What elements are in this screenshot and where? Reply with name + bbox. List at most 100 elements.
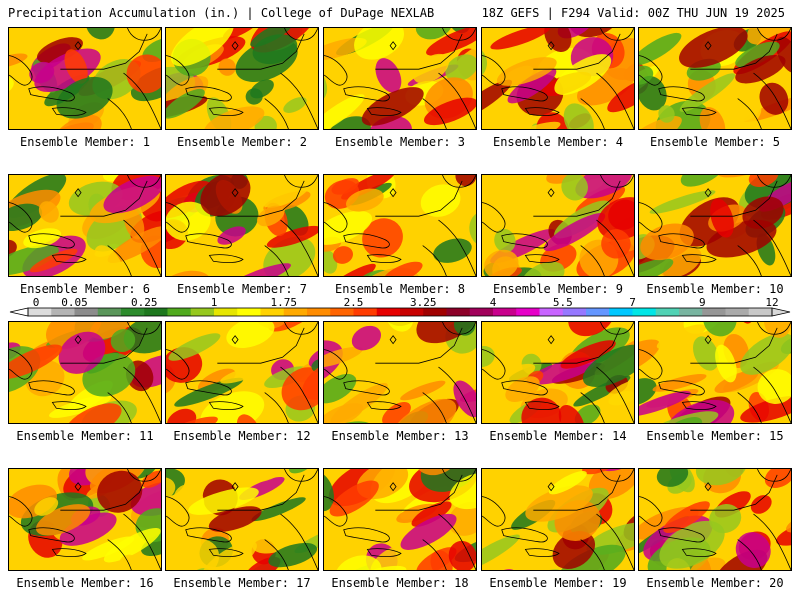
colorbar-bin (28, 308, 52, 316)
colorbar-tick-label: 1 (211, 296, 218, 309)
colorbar-bin (237, 308, 261, 316)
ensemble-member-label: Ensemble Member: 12 (173, 429, 311, 443)
colorbar-tick-label: 0.05 (61, 296, 88, 309)
colorbar-bin (423, 308, 447, 316)
ensemble-member-label: Ensemble Member: 19 (489, 576, 627, 590)
station-marker-icon (704, 41, 712, 51)
ensemble-member-label: Ensemble Member: 11 (16, 429, 154, 443)
colorbar-bin (493, 308, 517, 316)
ensemble-member-label: Ensemble Member: 16 (16, 576, 154, 590)
precip-colorbar: 0 0.05 0.25 1 1.75 2.5 3.25 4 5.5 7 9 12 (9, 296, 791, 317)
colorbar-bin (632, 308, 657, 316)
station-marker-icon (231, 188, 239, 198)
colorbar-bin (97, 308, 122, 316)
colorbar-bin (376, 308, 401, 316)
ensemble-member-map (165, 468, 319, 571)
station-marker-icon (389, 335, 397, 345)
colorbar-tick-label: 9 (699, 296, 706, 309)
colorbar-bin (539, 308, 564, 316)
colorbar-max-arrow (771, 307, 791, 317)
station-marker-icon (74, 335, 82, 345)
colorbar-bin (121, 308, 145, 316)
ensemble-member-label: Ensemble Member: 17 (173, 576, 311, 590)
ensemble-member-map (323, 27, 477, 130)
ensemble-member-map (8, 174, 162, 277)
colorbar-bin (353, 308, 378, 316)
ensemble-member-map (638, 27, 792, 130)
station-marker-icon (74, 482, 82, 492)
ensemble-member-label: Ensemble Member: 2 (176, 135, 308, 149)
station-marker-icon (547, 482, 555, 492)
ensemble-member-label: Ensemble Member: 18 (331, 576, 469, 590)
station-marker-icon (547, 188, 555, 198)
station-marker-icon (389, 41, 397, 51)
colorbar-bin (679, 308, 703, 316)
colorbar-bin (609, 308, 633, 316)
ensemble-member-map (323, 174, 477, 277)
colorbar-tick-label: 2.5 (344, 296, 364, 309)
chart-title: Precipitation Accumulation (in.) | Colle… (8, 6, 435, 20)
colorbar-tick-label: 1.75 (271, 296, 298, 309)
station-marker-icon (389, 482, 397, 492)
colorbar-bin (214, 308, 238, 316)
station-marker-icon (547, 335, 555, 345)
ensemble-member-label: Ensemble Member: 5 (649, 135, 781, 149)
colorbar-bin (655, 308, 680, 316)
ensemble-member-map (8, 27, 162, 130)
colorbar-bin (469, 308, 494, 316)
ensemble-member-label: Ensemble Member: 14 (489, 429, 627, 443)
colorbar-tick-label: 12 (765, 296, 778, 309)
colorbar-tick-label: 3.25 (410, 296, 437, 309)
colorbar-bin (586, 308, 610, 316)
colorbar-tick-label: 0.25 (131, 296, 158, 309)
colorbar-tick-label: 5.5 (553, 296, 573, 309)
run-valid-time: 18Z GEFS | F294 Valid: 00Z THU JUN 19 20… (481, 6, 785, 20)
station-marker-icon (231, 482, 239, 492)
colorbar-bin (725, 308, 750, 316)
ensemble-member-map (8, 468, 162, 571)
ensemble-member-label: Ensemble Member: 8 (334, 282, 466, 296)
colorbar-bin (74, 308, 99, 316)
ensemble-member-map (481, 468, 635, 571)
colorbar-bin (144, 308, 168, 316)
ensemble-member-label: Ensemble Member: 10 (646, 282, 784, 296)
colorbar-min-arrow (9, 307, 29, 317)
colorbar-bin (400, 308, 424, 316)
ensemble-member-map (165, 321, 319, 424)
colorbar-bin (748, 308, 773, 316)
ensemble-member-map (8, 321, 162, 424)
station-marker-icon (74, 41, 82, 51)
station-marker-icon (704, 482, 712, 492)
ensemble-member-map (481, 27, 635, 130)
station-marker-icon (547, 41, 555, 51)
ensemble-member-label: Ensemble Member: 3 (334, 135, 466, 149)
ensemble-member-map (638, 468, 792, 571)
ensemble-member-map (638, 321, 792, 424)
ensemble-member-map (323, 468, 477, 571)
station-marker-icon (704, 335, 712, 345)
ensemble-member-label: Ensemble Member: 9 (492, 282, 624, 296)
ensemble-member-label: Ensemble Member: 7 (176, 282, 308, 296)
colorbar-bin (51, 308, 75, 316)
station-marker-icon (704, 188, 712, 198)
ensemble-member-label: Ensemble Member: 15 (646, 429, 784, 443)
colorbar-tick-label: 0 (33, 296, 40, 309)
colorbar-bin (190, 308, 215, 316)
colorbar-bin (702, 308, 726, 316)
ensemble-member-map (165, 174, 319, 277)
station-marker-icon (231, 335, 239, 345)
colorbar-bin (167, 308, 192, 316)
station-marker-icon (74, 188, 82, 198)
colorbar-bin (330, 308, 354, 316)
ensemble-member-map (165, 27, 319, 130)
colorbar-bin (260, 308, 285, 316)
colorbar-bin (283, 308, 308, 316)
colorbar-tick-label: 7 (629, 296, 636, 309)
colorbar-bin (446, 308, 471, 316)
ensemble-member-label: Ensemble Member: 4 (492, 135, 624, 149)
colorbar-tick-label: 4 (490, 296, 497, 309)
station-marker-icon (389, 188, 397, 198)
ensemble-member-label: Ensemble Member: 1 (19, 135, 151, 149)
colorbar-bin (562, 308, 587, 316)
ensemble-member-label: Ensemble Member: 20 (646, 576, 784, 590)
